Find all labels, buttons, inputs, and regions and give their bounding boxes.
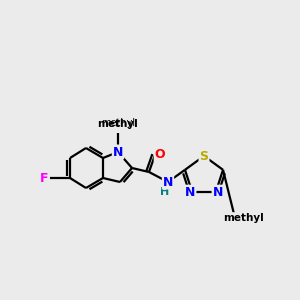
Text: N: N: [113, 146, 123, 158]
Text: O: O: [155, 148, 165, 161]
Text: H: H: [160, 187, 169, 197]
Text: S: S: [200, 149, 208, 163]
Text: F: F: [40, 172, 48, 184]
Text: methyl: methyl: [98, 119, 138, 129]
Text: N: N: [163, 176, 173, 188]
Text: N: N: [213, 186, 223, 199]
Text: methyl: methyl: [223, 213, 263, 223]
Text: methyl: methyl: [101, 118, 135, 128]
Text: N: N: [185, 186, 195, 199]
